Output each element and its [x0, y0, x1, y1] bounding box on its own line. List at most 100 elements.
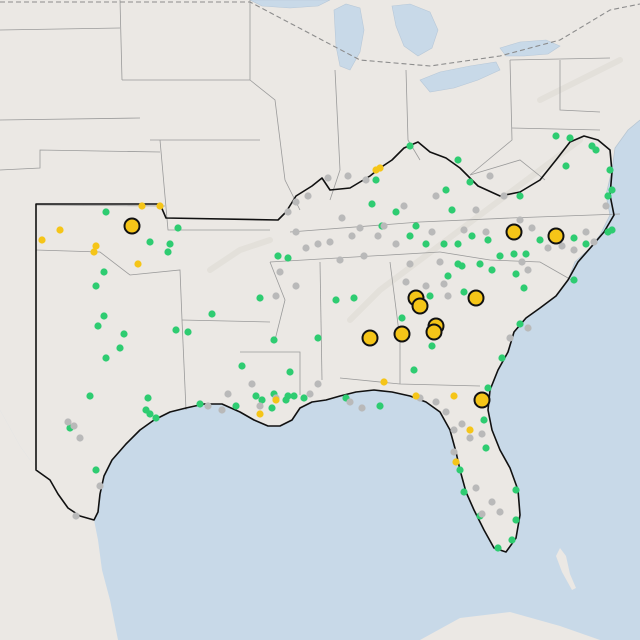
- map-marker-green[interactable]: [608, 186, 616, 194]
- map-marker-green[interactable]: [332, 296, 340, 304]
- map-marker-green[interactable]: [116, 344, 124, 352]
- map-marker-green[interactable]: [100, 268, 108, 276]
- map-marker-green[interactable]: [484, 236, 492, 244]
- map-marker-green[interactable]: [566, 134, 574, 142]
- map-marker-green[interactable]: [582, 240, 590, 248]
- map-marker-green[interactable]: [480, 416, 488, 424]
- map-marker-green[interactable]: [606, 166, 614, 174]
- map-marker-green[interactable]: [392, 208, 400, 216]
- map-marker-green[interactable]: [174, 224, 182, 232]
- map-marker-yellow[interactable]: [450, 392, 458, 400]
- map-marker-gray[interactable]: [570, 246, 578, 254]
- map-marker-green[interactable]: [536, 236, 544, 244]
- map-marker-green[interactable]: [144, 394, 152, 402]
- map-marker-green[interactable]: [498, 354, 506, 362]
- map-marker-gray[interactable]: [380, 222, 388, 230]
- map-marker-yellow[interactable]: [156, 202, 164, 210]
- map-marker-gray[interactable]: [360, 252, 368, 260]
- map-marker-green[interactable]: [258, 396, 266, 404]
- map-marker-gray[interactable]: [518, 258, 526, 266]
- map-marker-green[interactable]: [152, 414, 160, 422]
- map-marker-gray[interactable]: [218, 406, 226, 414]
- map-marker-gray[interactable]: [516, 216, 524, 224]
- map-marker-gray[interactable]: [356, 224, 364, 232]
- map-marker-green[interactable]: [520, 284, 528, 292]
- map-marker-gray[interactable]: [486, 172, 494, 180]
- map-marker-large-yellow[interactable]: [411, 297, 429, 315]
- map-marker-green[interactable]: [516, 320, 524, 328]
- map-marker-gray[interactable]: [256, 402, 264, 410]
- map-marker-green[interactable]: [476, 260, 484, 268]
- map-marker-green[interactable]: [286, 368, 294, 376]
- map-marker-green[interactable]: [172, 326, 180, 334]
- map-marker-green[interactable]: [454, 240, 462, 248]
- map-marker-green[interactable]: [510, 250, 518, 258]
- map-marker-gray[interactable]: [344, 172, 352, 180]
- map-marker-green[interactable]: [466, 178, 474, 186]
- map-marker-gray[interactable]: [70, 422, 78, 430]
- map-marker-gray[interactable]: [292, 198, 300, 206]
- map-marker-gray[interactable]: [428, 228, 436, 236]
- map-marker-gray[interactable]: [524, 324, 532, 332]
- map-marker-green[interactable]: [522, 250, 530, 258]
- map-marker-yellow[interactable]: [56, 226, 64, 234]
- map-marker-green[interactable]: [164, 248, 172, 256]
- map-marker-green[interactable]: [562, 162, 570, 170]
- map-marker-green[interactable]: [512, 486, 520, 494]
- map-marker-gray[interactable]: [436, 258, 444, 266]
- map-marker-large-yellow[interactable]: [473, 391, 491, 409]
- map-marker-gray[interactable]: [348, 232, 356, 240]
- map-marker-gray[interactable]: [374, 232, 382, 240]
- map-marker-green[interactable]: [372, 176, 380, 184]
- map-marker-green[interactable]: [86, 392, 94, 400]
- map-marker-green[interactable]: [94, 322, 102, 330]
- map-marker-yellow[interactable]: [134, 260, 142, 268]
- map-marker-green[interactable]: [412, 222, 420, 230]
- map-marker-green[interactable]: [454, 156, 462, 164]
- map-marker-large-yellow[interactable]: [425, 323, 443, 341]
- map-marker-gray[interactable]: [506, 334, 514, 342]
- map-marker-gray[interactable]: [358, 404, 366, 412]
- map-marker-green[interactable]: [444, 272, 452, 280]
- map-marker-gray[interactable]: [406, 260, 414, 268]
- map-marker-gray[interactable]: [292, 282, 300, 290]
- map-marker-yellow[interactable]: [256, 410, 264, 418]
- map-marker-green[interactable]: [570, 234, 578, 242]
- map-marker-green[interactable]: [422, 240, 430, 248]
- map-marker-gray[interactable]: [458, 420, 466, 428]
- map-marker-gray[interactable]: [444, 292, 452, 300]
- map-marker-gray[interactable]: [324, 174, 332, 182]
- map-marker-green[interactable]: [552, 132, 560, 140]
- map-marker-gray[interactable]: [292, 228, 300, 236]
- map-marker-gray[interactable]: [402, 278, 410, 286]
- map-marker-yellow[interactable]: [272, 396, 280, 404]
- map-marker-gray[interactable]: [582, 228, 590, 236]
- map-marker-green[interactable]: [406, 232, 414, 240]
- map-marker-green[interactable]: [368, 200, 376, 208]
- map-marker-gray[interactable]: [306, 390, 314, 398]
- map-marker-yellow[interactable]: [38, 236, 46, 244]
- map-marker-green[interactable]: [570, 276, 578, 284]
- map-marker-green[interactable]: [284, 254, 292, 262]
- map-marker-green[interactable]: [468, 232, 476, 240]
- map-marker-green[interactable]: [314, 334, 322, 342]
- map-marker-green[interactable]: [488, 266, 496, 274]
- map-marker-gray[interactable]: [326, 238, 334, 246]
- map-marker-gray[interactable]: [450, 426, 458, 434]
- map-marker-gray[interactable]: [478, 430, 486, 438]
- map-marker-gray[interactable]: [590, 238, 598, 246]
- map-marker-green[interactable]: [508, 536, 516, 544]
- map-marker-gray[interactable]: [204, 402, 212, 410]
- map-marker-gray[interactable]: [432, 398, 440, 406]
- map-marker-gray[interactable]: [472, 206, 480, 214]
- map-marker-gray[interactable]: [482, 228, 490, 236]
- map-marker-yellow[interactable]: [376, 164, 384, 172]
- map-marker-gray[interactable]: [472, 484, 480, 492]
- map-marker-gray[interactable]: [336, 256, 344, 264]
- map-marker-large-yellow[interactable]: [547, 227, 565, 245]
- map-marker-green[interactable]: [184, 328, 192, 336]
- map-marker-yellow[interactable]: [138, 202, 146, 210]
- map-marker-gray[interactable]: [314, 380, 322, 388]
